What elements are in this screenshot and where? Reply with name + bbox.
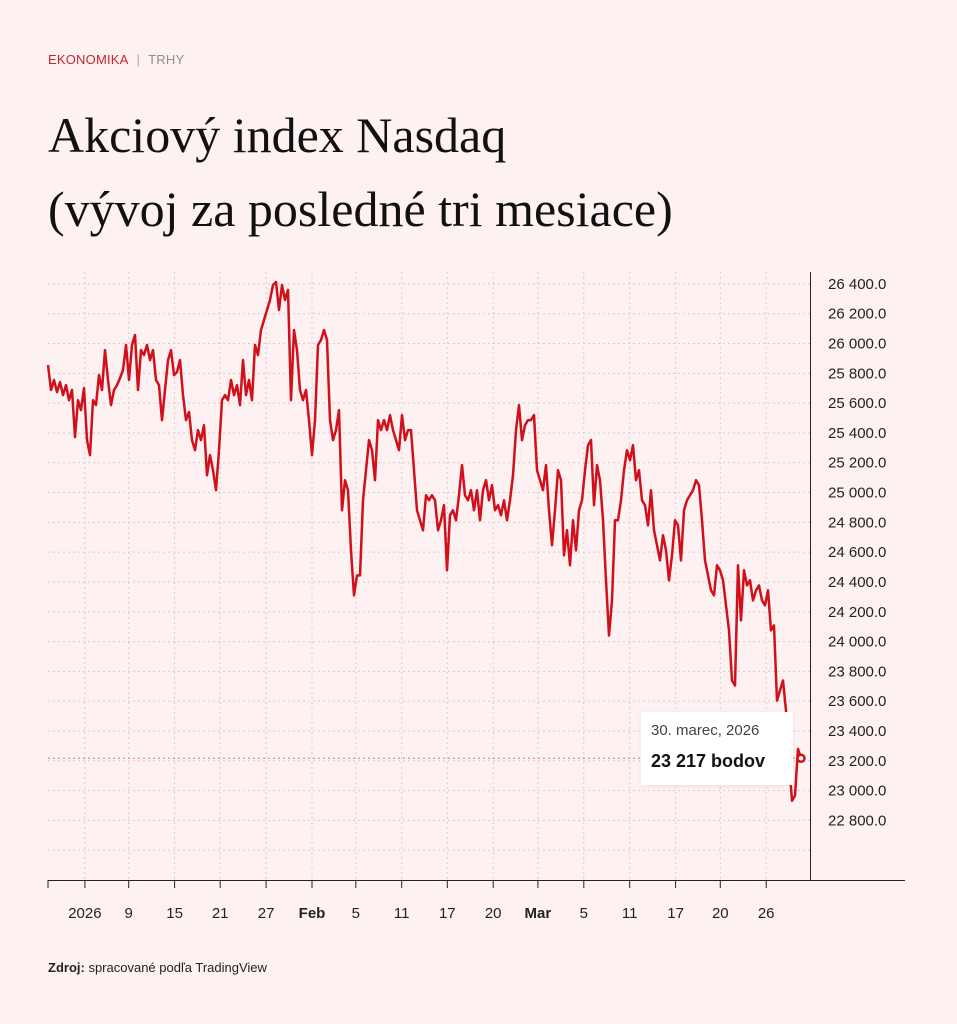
- source-text: spracované podľa TradingView: [88, 960, 267, 975]
- y-axis-labels: 22 800.0 23 000.0 23 200.0 23 400.0 23 600.0…: [828, 276, 886, 829]
- y-tick-label: 25 200.0: [828, 455, 886, 472]
- x-tick-label: 11: [622, 905, 638, 922]
- title-line-1: Akciový index Nasdaq: [48, 107, 507, 163]
- y-tick-label: 24 600.0: [828, 544, 886, 561]
- x-tick-label: 20: [485, 905, 502, 922]
- y-tick-label: 23 200.0: [828, 753, 886, 770]
- x-tick-label: 17: [439, 905, 456, 922]
- x-tick-label: 2026: [68, 905, 101, 922]
- y-tick-label: 23 600.0: [828, 693, 886, 710]
- grid: [48, 272, 810, 880]
- y-tick-label: 22 800.0: [828, 812, 886, 829]
- series-line-nasdaq: [46, 280, 803, 802]
- x-tick-label: 9: [125, 905, 133, 922]
- value-tooltip: 30. marec, 2026 23 217 bodov: [641, 712, 793, 785]
- breadcrumb-section[interactable]: EKONOMIKA: [48, 52, 129, 67]
- y-tick-label: 26 400.0: [828, 276, 886, 293]
- breadcrumb-separator: |: [136, 52, 141, 67]
- source-note: Zdroj: spracované podľa TradingView: [48, 960, 267, 975]
- x-tick-label: Feb: [299, 905, 326, 922]
- y-tick-label: 25 800.0: [828, 365, 886, 382]
- y-tick-label: 24 800.0: [828, 514, 886, 531]
- x-tick-label: 21: [212, 905, 229, 922]
- y-tick-label: 24 000.0: [828, 634, 886, 651]
- x-tick-label: 15: [166, 905, 183, 922]
- x-tick-label: 11: [394, 905, 410, 922]
- y-tick-label: 24 200.0: [828, 604, 886, 621]
- tooltip-value: 23 217 bodov: [651, 751, 766, 771]
- tooltip-date: 30. marec, 2026: [651, 722, 760, 739]
- x-axis-labels: 2026 9 15 21 27 Feb 5 11 17 20 Mar 5 11 17 20 26: [68, 905, 774, 922]
- y-tick-label: 26 000.0: [828, 336, 886, 353]
- y-tick-label: 24 400.0: [828, 574, 886, 591]
- y-tick-label: 25 400.0: [828, 425, 886, 442]
- axes: [47, 272, 905, 888]
- x-tick-label: 20: [712, 905, 729, 922]
- breadcrumb-subsection[interactable]: TRHY: [148, 52, 185, 67]
- page-title: Akciový index Nasdaq (vývoj za posledné …: [48, 98, 673, 246]
- y-tick-label: 26 200.0: [828, 306, 886, 323]
- x-tick-label: 27: [258, 905, 275, 922]
- y-tick-label: 23 800.0: [828, 663, 886, 680]
- breadcrumb: EKONOMIKA | TRHY: [48, 52, 184, 67]
- y-tick-label: 23 000.0: [828, 783, 886, 800]
- y-tick-label: 25 600.0: [828, 395, 886, 412]
- x-tick-label: 5: [352, 905, 360, 922]
- x-tick-label: 26: [758, 905, 775, 922]
- x-tick-label: 5: [580, 905, 588, 922]
- y-tick-label: 25 000.0: [828, 485, 886, 502]
- x-tick-label: Mar: [525, 905, 552, 922]
- last-value-marker[interactable]: [796, 753, 806, 764]
- y-tick-label: 23 400.0: [828, 723, 886, 740]
- source-label: Zdroj:: [48, 960, 85, 975]
- title-line-2: (vývoj za posledné tri mesiace): [48, 181, 673, 237]
- x-tick-label: 17: [667, 905, 684, 922]
